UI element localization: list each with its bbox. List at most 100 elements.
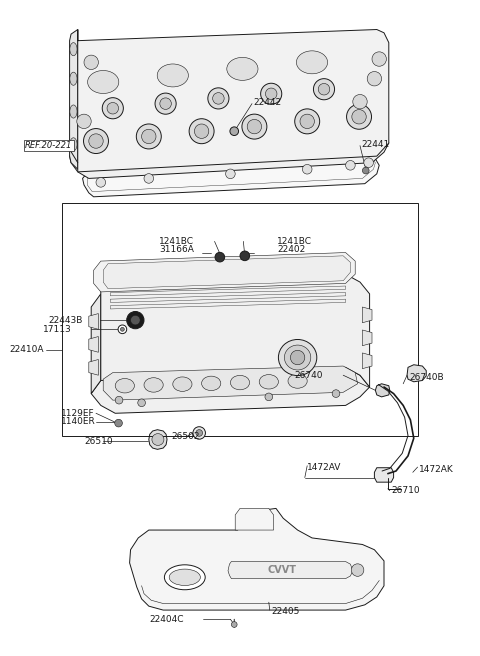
Circle shape — [196, 430, 203, 436]
Polygon shape — [101, 274, 370, 387]
Polygon shape — [89, 359, 98, 375]
Circle shape — [213, 92, 224, 104]
Text: 1140ER: 1140ER — [61, 417, 96, 426]
Polygon shape — [89, 314, 98, 329]
Ellipse shape — [296, 51, 327, 73]
Circle shape — [332, 390, 340, 398]
Text: 22442: 22442 — [253, 98, 282, 107]
Text: 22402: 22402 — [277, 245, 306, 255]
Circle shape — [265, 393, 273, 401]
Polygon shape — [362, 330, 372, 346]
Ellipse shape — [173, 377, 192, 392]
Circle shape — [265, 88, 277, 100]
Ellipse shape — [288, 374, 307, 388]
Circle shape — [194, 124, 209, 138]
Polygon shape — [94, 253, 355, 292]
Ellipse shape — [227, 57, 258, 80]
Circle shape — [364, 158, 373, 167]
Ellipse shape — [70, 105, 77, 118]
Circle shape — [107, 102, 119, 114]
Text: CVVT: CVVT — [268, 565, 297, 575]
Circle shape — [215, 253, 225, 262]
Circle shape — [347, 104, 372, 129]
Circle shape — [118, 325, 127, 334]
Text: 26710: 26710 — [391, 486, 420, 495]
Ellipse shape — [115, 379, 134, 393]
Circle shape — [230, 127, 239, 136]
Circle shape — [313, 79, 335, 100]
Circle shape — [295, 109, 320, 134]
Circle shape — [84, 55, 98, 70]
Circle shape — [96, 178, 106, 187]
Polygon shape — [228, 562, 353, 579]
Circle shape — [138, 399, 145, 407]
Circle shape — [144, 174, 154, 183]
Text: 26510: 26510 — [84, 437, 113, 446]
Ellipse shape — [169, 569, 201, 585]
Polygon shape — [70, 30, 78, 169]
Text: 1241BC: 1241BC — [159, 237, 194, 246]
Circle shape — [115, 419, 122, 427]
Circle shape — [155, 93, 176, 114]
Circle shape — [302, 165, 312, 174]
Text: 1472AK: 1472AK — [419, 464, 454, 474]
Circle shape — [353, 94, 367, 109]
Circle shape — [89, 134, 103, 148]
Polygon shape — [89, 337, 98, 352]
Circle shape — [131, 316, 140, 325]
Text: 26502: 26502 — [172, 432, 200, 441]
Circle shape — [346, 161, 355, 170]
Text: 1241BC: 1241BC — [277, 237, 312, 246]
Text: 22443B: 22443B — [48, 316, 83, 325]
Circle shape — [372, 52, 386, 66]
Text: 22410A: 22410A — [10, 345, 44, 354]
Circle shape — [77, 114, 91, 129]
Ellipse shape — [87, 70, 119, 93]
Polygon shape — [103, 256, 350, 289]
Text: 22404C: 22404C — [149, 615, 184, 624]
Circle shape — [231, 622, 237, 627]
Ellipse shape — [164, 565, 205, 590]
Ellipse shape — [284, 345, 311, 370]
Polygon shape — [362, 307, 372, 323]
Circle shape — [102, 98, 123, 119]
Polygon shape — [407, 365, 426, 382]
Ellipse shape — [278, 340, 317, 375]
Text: REF.20-221: REF.20-221 — [25, 141, 72, 150]
Polygon shape — [83, 154, 379, 197]
Ellipse shape — [290, 350, 305, 365]
Circle shape — [247, 119, 262, 134]
Ellipse shape — [259, 375, 278, 389]
Circle shape — [189, 119, 214, 144]
Ellipse shape — [157, 64, 188, 87]
Circle shape — [242, 114, 267, 139]
Polygon shape — [78, 30, 389, 172]
Polygon shape — [91, 294, 101, 394]
Circle shape — [240, 251, 250, 260]
Circle shape — [142, 129, 156, 144]
Circle shape — [84, 129, 108, 154]
Circle shape — [352, 110, 366, 124]
Circle shape — [115, 396, 123, 404]
Ellipse shape — [152, 434, 164, 445]
Circle shape — [261, 83, 282, 104]
Ellipse shape — [70, 43, 77, 56]
Circle shape — [351, 564, 364, 577]
Polygon shape — [375, 384, 390, 397]
Polygon shape — [70, 130, 389, 178]
Circle shape — [362, 167, 369, 174]
Circle shape — [127, 312, 144, 329]
Polygon shape — [374, 468, 394, 482]
Polygon shape — [103, 366, 358, 400]
Circle shape — [136, 124, 161, 149]
Polygon shape — [91, 367, 370, 413]
Text: 26740: 26740 — [295, 371, 323, 380]
Circle shape — [226, 169, 235, 178]
Polygon shape — [235, 508, 274, 530]
Text: 22405: 22405 — [271, 607, 300, 616]
Circle shape — [318, 83, 330, 95]
Circle shape — [300, 114, 314, 129]
Polygon shape — [362, 353, 372, 369]
Circle shape — [160, 98, 171, 110]
Text: 1472AV: 1472AV — [307, 463, 342, 472]
